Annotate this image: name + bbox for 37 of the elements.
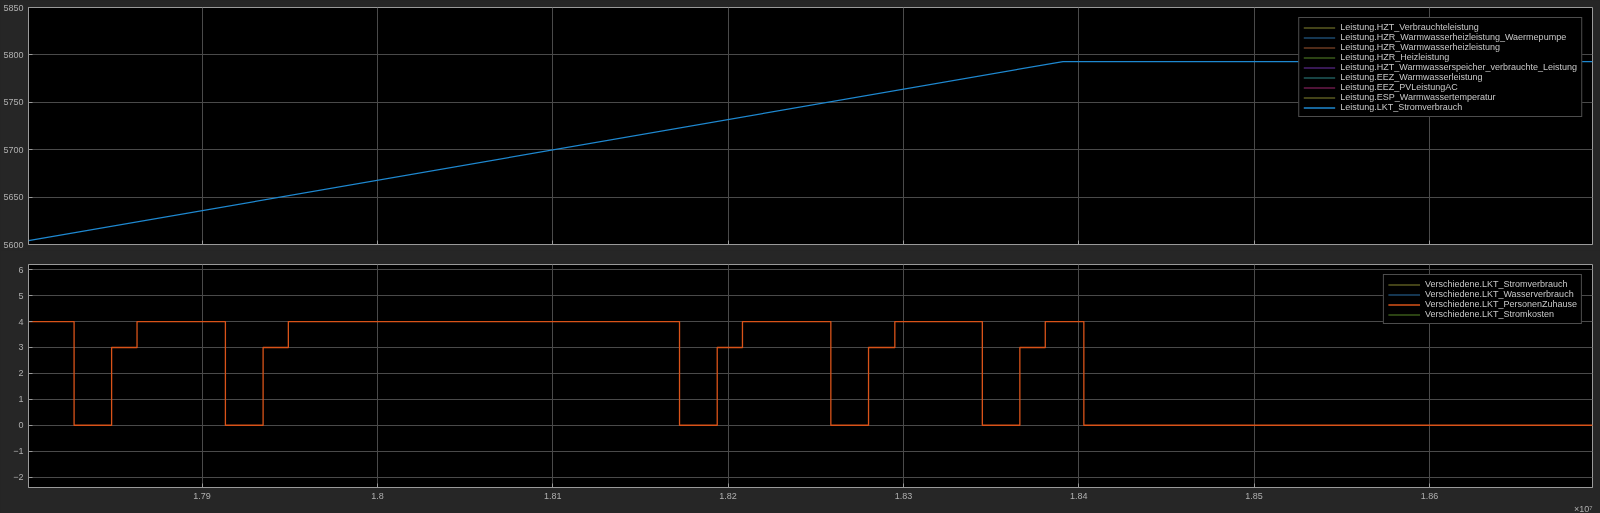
legend-label: Verschiedene.LKT_PersonenZuhause: [1424, 299, 1577, 309]
legend-label: Leistung.HZR_Heizleistung: [1340, 52, 1450, 62]
y-tick-label: 0: [18, 420, 24, 431]
legend-label: Leistung.HZT_Verbrauchteleistung: [1340, 22, 1479, 32]
y-tick-label: 5800: [3, 49, 24, 60]
x-tick-label: 1.85: [1245, 490, 1263, 501]
y-tick-label: 5: [18, 290, 24, 301]
x-tick-label: 1.81: [544, 490, 562, 501]
y-tick-label: 5700: [3, 144, 24, 155]
x-tick-label: 1.82: [719, 490, 737, 501]
x-tick-label: 1.83: [894, 490, 913, 501]
legend-label: Leistung.LKT_Stromverbrauch: [1340, 102, 1463, 112]
x-tick-label: 1.84: [1070, 490, 1088, 501]
y-tick-label: 5750: [3, 97, 24, 108]
y-tick-label: 5600: [3, 239, 24, 250]
y-tick-label: −2: [13, 472, 24, 483]
legend-label: Verschiedene.LKT_Wasserverbrauch: [1424, 289, 1574, 299]
legend-label: Leistung.HZR_Warmwasserheizleistung_Waermepumpe: [1340, 32, 1567, 42]
legend-label: Verschiedene.LKT_Stromkosten: [1424, 309, 1554, 319]
legend-label: Leistung.EEZ_PVLeistungAC: [1340, 82, 1458, 92]
legend-label: Leistung.EEZ_Warmwasserleistung: [1340, 72, 1483, 82]
y-tick-label: 5850: [3, 2, 24, 13]
y-tick-label: −1: [13, 446, 24, 457]
x-tick-label: 1.79: [193, 490, 211, 501]
y-tick-label: 2: [18, 368, 24, 379]
y-tick-label: 1: [18, 394, 24, 405]
text: ×10⁷: [1573, 503, 1593, 513]
y-tick-label: 5650: [3, 192, 24, 203]
x-tick-label: 1.86: [1420, 490, 1439, 501]
legend-label: Leistung.ESP_Warmwassertemperatur: [1340, 92, 1496, 102]
y-tick-label: 4: [18, 316, 24, 327]
legend-label: Verschiedene.LKT_Stromverbrauch: [1424, 279, 1568, 289]
x-tick-label: 1.8: [371, 490, 384, 501]
legend-label: Leistung.HZR_Warmwasserheizleistung: [1340, 42, 1500, 52]
y-tick-label: 6: [18, 264, 24, 275]
legend-label: Leistung.HZT_Warmwasserspeicher_verbrauchte_Leistung: [1340, 62, 1577, 72]
y-tick-label: 3: [18, 342, 24, 353]
